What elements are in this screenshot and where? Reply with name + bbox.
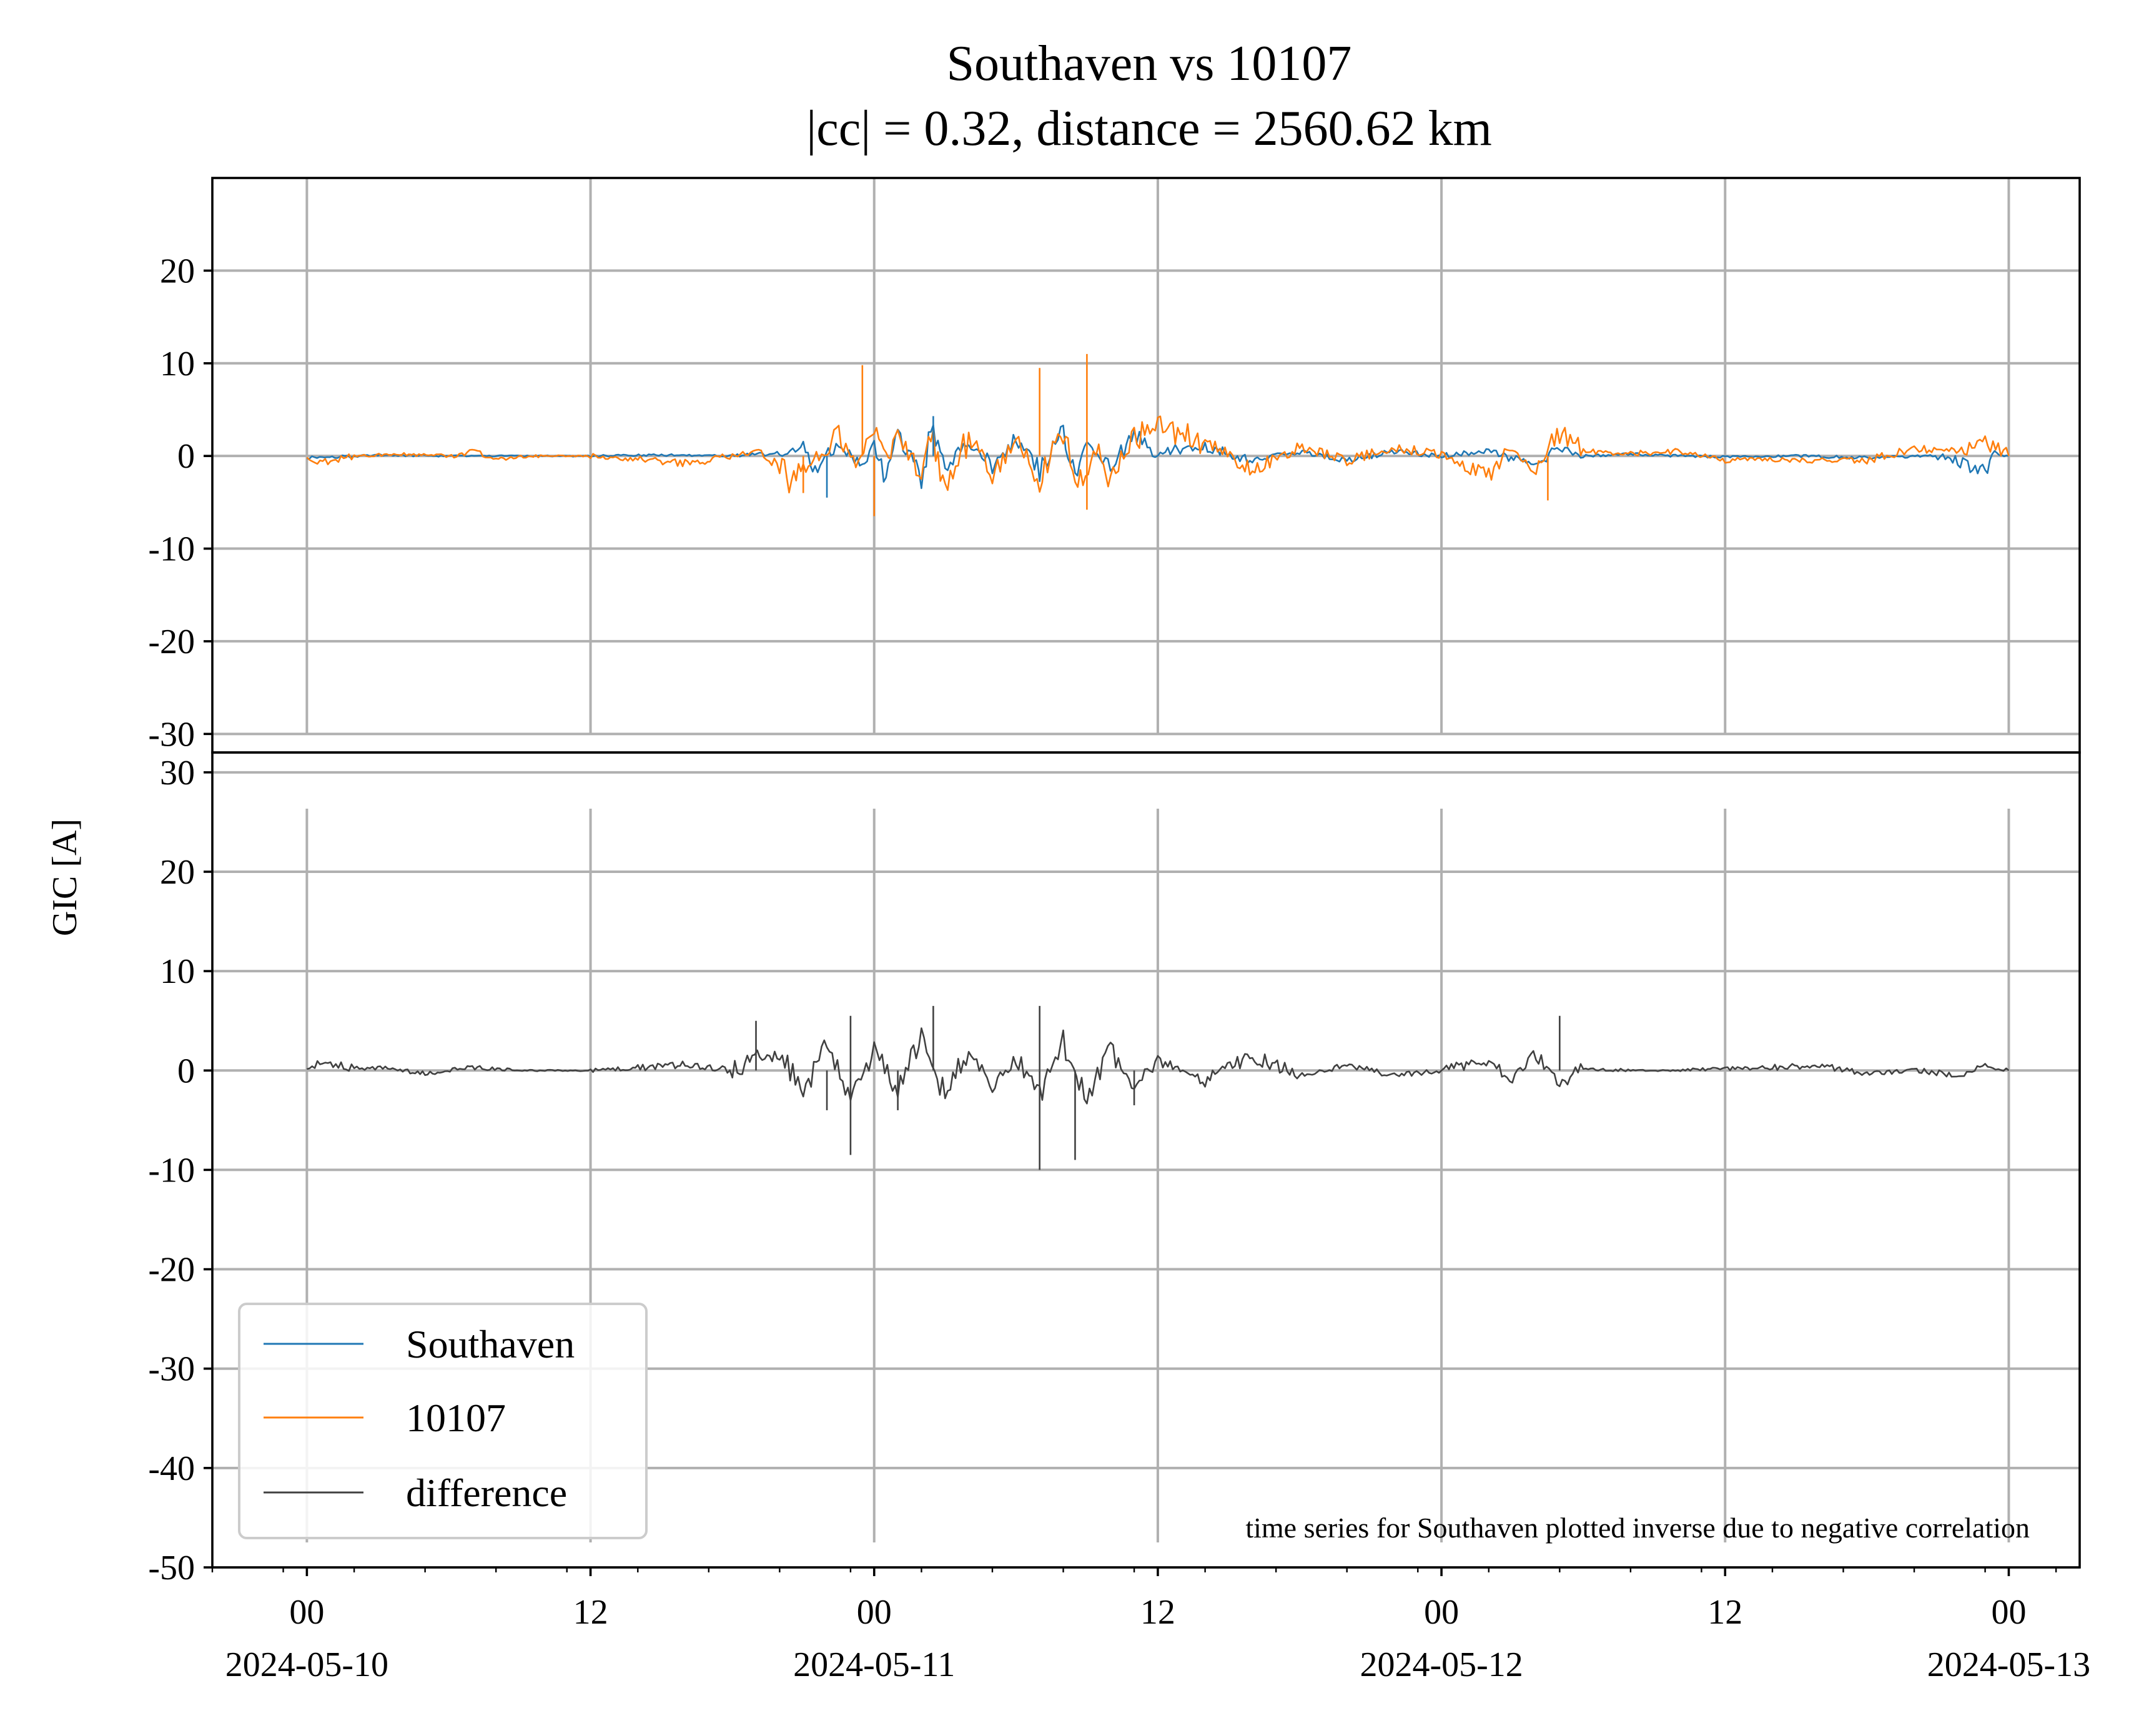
x-tick-date-label: 2024-05-11 <box>793 1645 955 1684</box>
top-panel-frame <box>211 177 2081 754</box>
bottom-y-tick-label: -10 <box>148 1151 195 1190</box>
legend-label-difference: difference <box>406 1471 567 1515</box>
bottom-y-tick-label: -30 <box>148 1350 195 1389</box>
x-tick-label: 00 <box>1424 1593 1459 1632</box>
x-tick-label: 00 <box>857 1593 892 1632</box>
legend-label-10107: 10107 <box>406 1396 506 1440</box>
x-tick-label: 00 <box>289 1593 324 1632</box>
x-tick-date-label: 2024-05-10 <box>225 1645 388 1684</box>
top-y-tick-label: 0 <box>177 437 195 476</box>
legend-frame <box>238 1303 648 1539</box>
bottom-y-tick-label: 10 <box>160 952 195 991</box>
top-panel: 20 10 0 -10 -20 -30 <box>148 177 2081 754</box>
top-y-tick-label: 10 <box>160 345 195 383</box>
series-line-10107 <box>306 415 2010 494</box>
legend: Southaven 10107 difference <box>238 1303 648 1539</box>
bottom-panel: 30 20 10 0 -10 -20 -30 -40 -50 <box>148 751 2081 1587</box>
chart-title: Southaven vs 10107 <box>947 36 1352 91</box>
top-series-lines <box>306 353 2010 516</box>
legend-label-southaven: Southaven <box>406 1322 575 1366</box>
y-axis-label: GIC [A] <box>46 819 84 936</box>
bottom-series-lines <box>307 1005 2010 1170</box>
top-y-tick-label: 20 <box>160 252 195 290</box>
x-tick-date-label: 2024-05-12 <box>1360 1645 1523 1684</box>
top-y-ticks: 20 10 0 -10 -20 -30 <box>148 252 212 754</box>
x-tick-label: 12 <box>1707 1593 1742 1632</box>
bottom-y-tick-label: 30 <box>160 754 195 792</box>
chart-subtitle: |cc| = 0.32, distance = 2560.62 km <box>806 101 1492 156</box>
top-y-tick-label: -10 <box>148 530 195 569</box>
x-tick-label: 12 <box>573 1593 608 1632</box>
bottom-y-tick-label: -20 <box>148 1251 195 1290</box>
bottom-y-tick-label: 0 <box>177 1052 195 1090</box>
series-line-difference <box>307 1027 2010 1105</box>
top-y-tick-label: -30 <box>148 715 195 754</box>
top-y-tick-label: -20 <box>148 623 195 661</box>
x-ticks: 00 2024-05-10 12 00 2024-05-11 12 00 2024-05-12… <box>211 1567 2090 1684</box>
bottom-y-tick-label: 20 <box>160 853 195 892</box>
chart-annotation: time series for Southaven plotted invers… <box>1245 1512 2030 1544</box>
x-tick-label: 12 <box>1140 1593 1175 1632</box>
bottom-panel-frame <box>211 751 2081 1569</box>
bottom-y-ticks: 30 20 10 0 -10 -20 -30 -40 -50 <box>148 754 212 1587</box>
x-tick-label: 00 <box>1991 1593 2026 1632</box>
x-tick-date-label: 2024-05-13 <box>1927 1645 2090 1684</box>
bottom-y-tick-label: -40 <box>148 1449 195 1488</box>
bottom-y-tick-label: -50 <box>148 1549 195 1587</box>
